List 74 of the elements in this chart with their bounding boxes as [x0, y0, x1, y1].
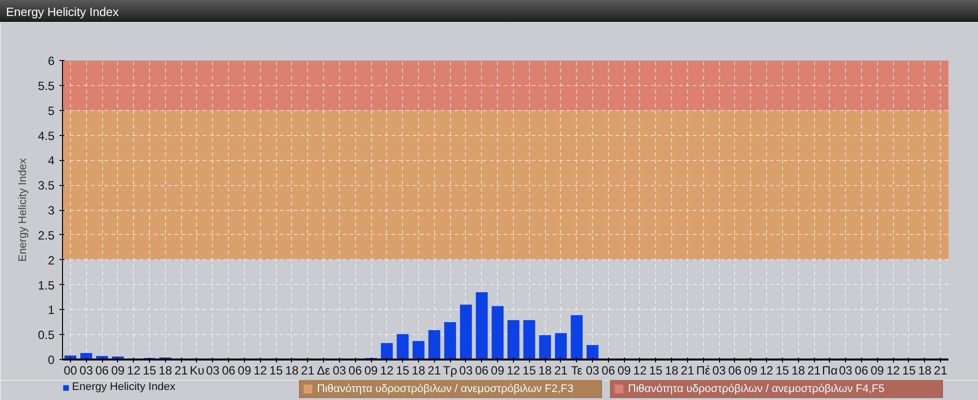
legend-label: Πιθανότητα υδροστρόβιλων / ανεμοστρόβιλων F4,F5	[628, 382, 886, 395]
x-tick-label: 06	[475, 364, 489, 378]
x-tick-label: 21	[807, 364, 822, 378]
x-tick-label: 21	[428, 364, 442, 378]
legend-label: Πιθανότητα υδροστρόβιλων / ανεμοστρόβιλων F2,F3	[317, 382, 574, 395]
x-tick-label: Πα	[822, 364, 838, 378]
x-tick-label: 09	[490, 364, 505, 378]
x-tick-label: 03	[459, 364, 473, 378]
y-tick-label: 1	[48, 303, 55, 318]
y-tick-label: 5	[48, 104, 55, 118]
x-tick-label: 15	[649, 364, 663, 378]
x-tick-label: 21	[301, 364, 315, 378]
x-tick-label: 12	[760, 364, 774, 378]
x-tick-label: 00	[64, 364, 78, 378]
x-tick-label: 15	[269, 364, 284, 378]
x-tick-label: 09	[111, 364, 125, 378]
x-tick-label: 12	[886, 364, 900, 378]
y-tick-label: 1.5	[38, 278, 55, 292]
y-tick-label: 3	[48, 204, 55, 218]
y-tick-label: 5.5	[38, 78, 55, 93]
x-tick-label: 12	[633, 364, 647, 378]
x-tick-label: 09	[364, 364, 378, 378]
x-tick-label: 18	[412, 364, 426, 378]
x-tick-label: 03	[206, 364, 220, 378]
x-tick-label: 03	[80, 364, 94, 378]
x-tick-label: Τε	[571, 364, 584, 378]
x-tick-label: 12	[127, 364, 141, 378]
y-tick-label: 3.5	[38, 178, 55, 193]
y-tick-label: 4.5	[38, 128, 55, 143]
x-tick-label: 03	[332, 364, 346, 378]
y-axis-title: Energy Helicity Index	[16, 158, 29, 262]
x-tick-label: 15	[522, 364, 536, 378]
x-tick-label: 09	[870, 364, 884, 378]
x-tick-label: 18	[918, 364, 932, 378]
x-tick-label: Τρ	[443, 364, 458, 378]
x-tick-label: 15	[776, 364, 790, 378]
y-tick-label: 6	[48, 54, 55, 68]
x-tick-label: 21	[680, 364, 694, 378]
x-tick-label: 12	[254, 364, 268, 378]
legend-label: Energy Helicity Index	[72, 381, 176, 393]
x-tick-label: 06	[602, 364, 616, 378]
x-tick-label: Δε	[316, 364, 331, 378]
x-tick-label: 06	[854, 364, 868, 378]
x-tick-label: 06	[222, 364, 236, 378]
x-tick-label: 21	[934, 364, 948, 378]
y-tick-label: 2	[48, 253, 55, 268]
x-tick-label: Κυ	[190, 364, 204, 378]
x-tick-label: 15	[396, 364, 410, 378]
x-tick-label: 06	[348, 364, 362, 378]
x-tick-label: 15	[142, 364, 157, 378]
x-tick-label: 09	[744, 364, 758, 378]
chart-title: Energy Helicity Index	[6, 4, 119, 21]
x-tick-label: 18	[538, 364, 552, 378]
x-tick-label: 03	[712, 364, 726, 378]
x-tick-label: Πέ	[696, 364, 711, 378]
x-tick-label: 21	[554, 364, 568, 378]
x-tick-label: 06	[95, 364, 110, 378]
y-tick-label: 4	[48, 154, 55, 168]
x-tick-label: 18	[285, 364, 299, 378]
y-tick-label: 2.5	[38, 228, 55, 242]
x-tick-label: 03	[586, 364, 600, 378]
x-tick-label: 06	[728, 364, 742, 378]
x-tick-label: 09	[617, 364, 632, 378]
x-tick-label: 18	[792, 364, 806, 378]
y-tick-label: 0.5	[38, 328, 55, 342]
x-tick-label: 18	[158, 364, 172, 378]
x-tick-label: 12	[380, 364, 394, 378]
x-tick-label: 18	[664, 364, 679, 378]
x-tick-label: 15	[902, 364, 916, 378]
x-tick-label: 21	[174, 364, 188, 378]
y-tick-label: 0	[48, 353, 55, 367]
x-tick-label: 03	[838, 364, 853, 378]
x-tick-label: 12	[506, 364, 520, 378]
x-tick-label: 09	[238, 364, 252, 378]
